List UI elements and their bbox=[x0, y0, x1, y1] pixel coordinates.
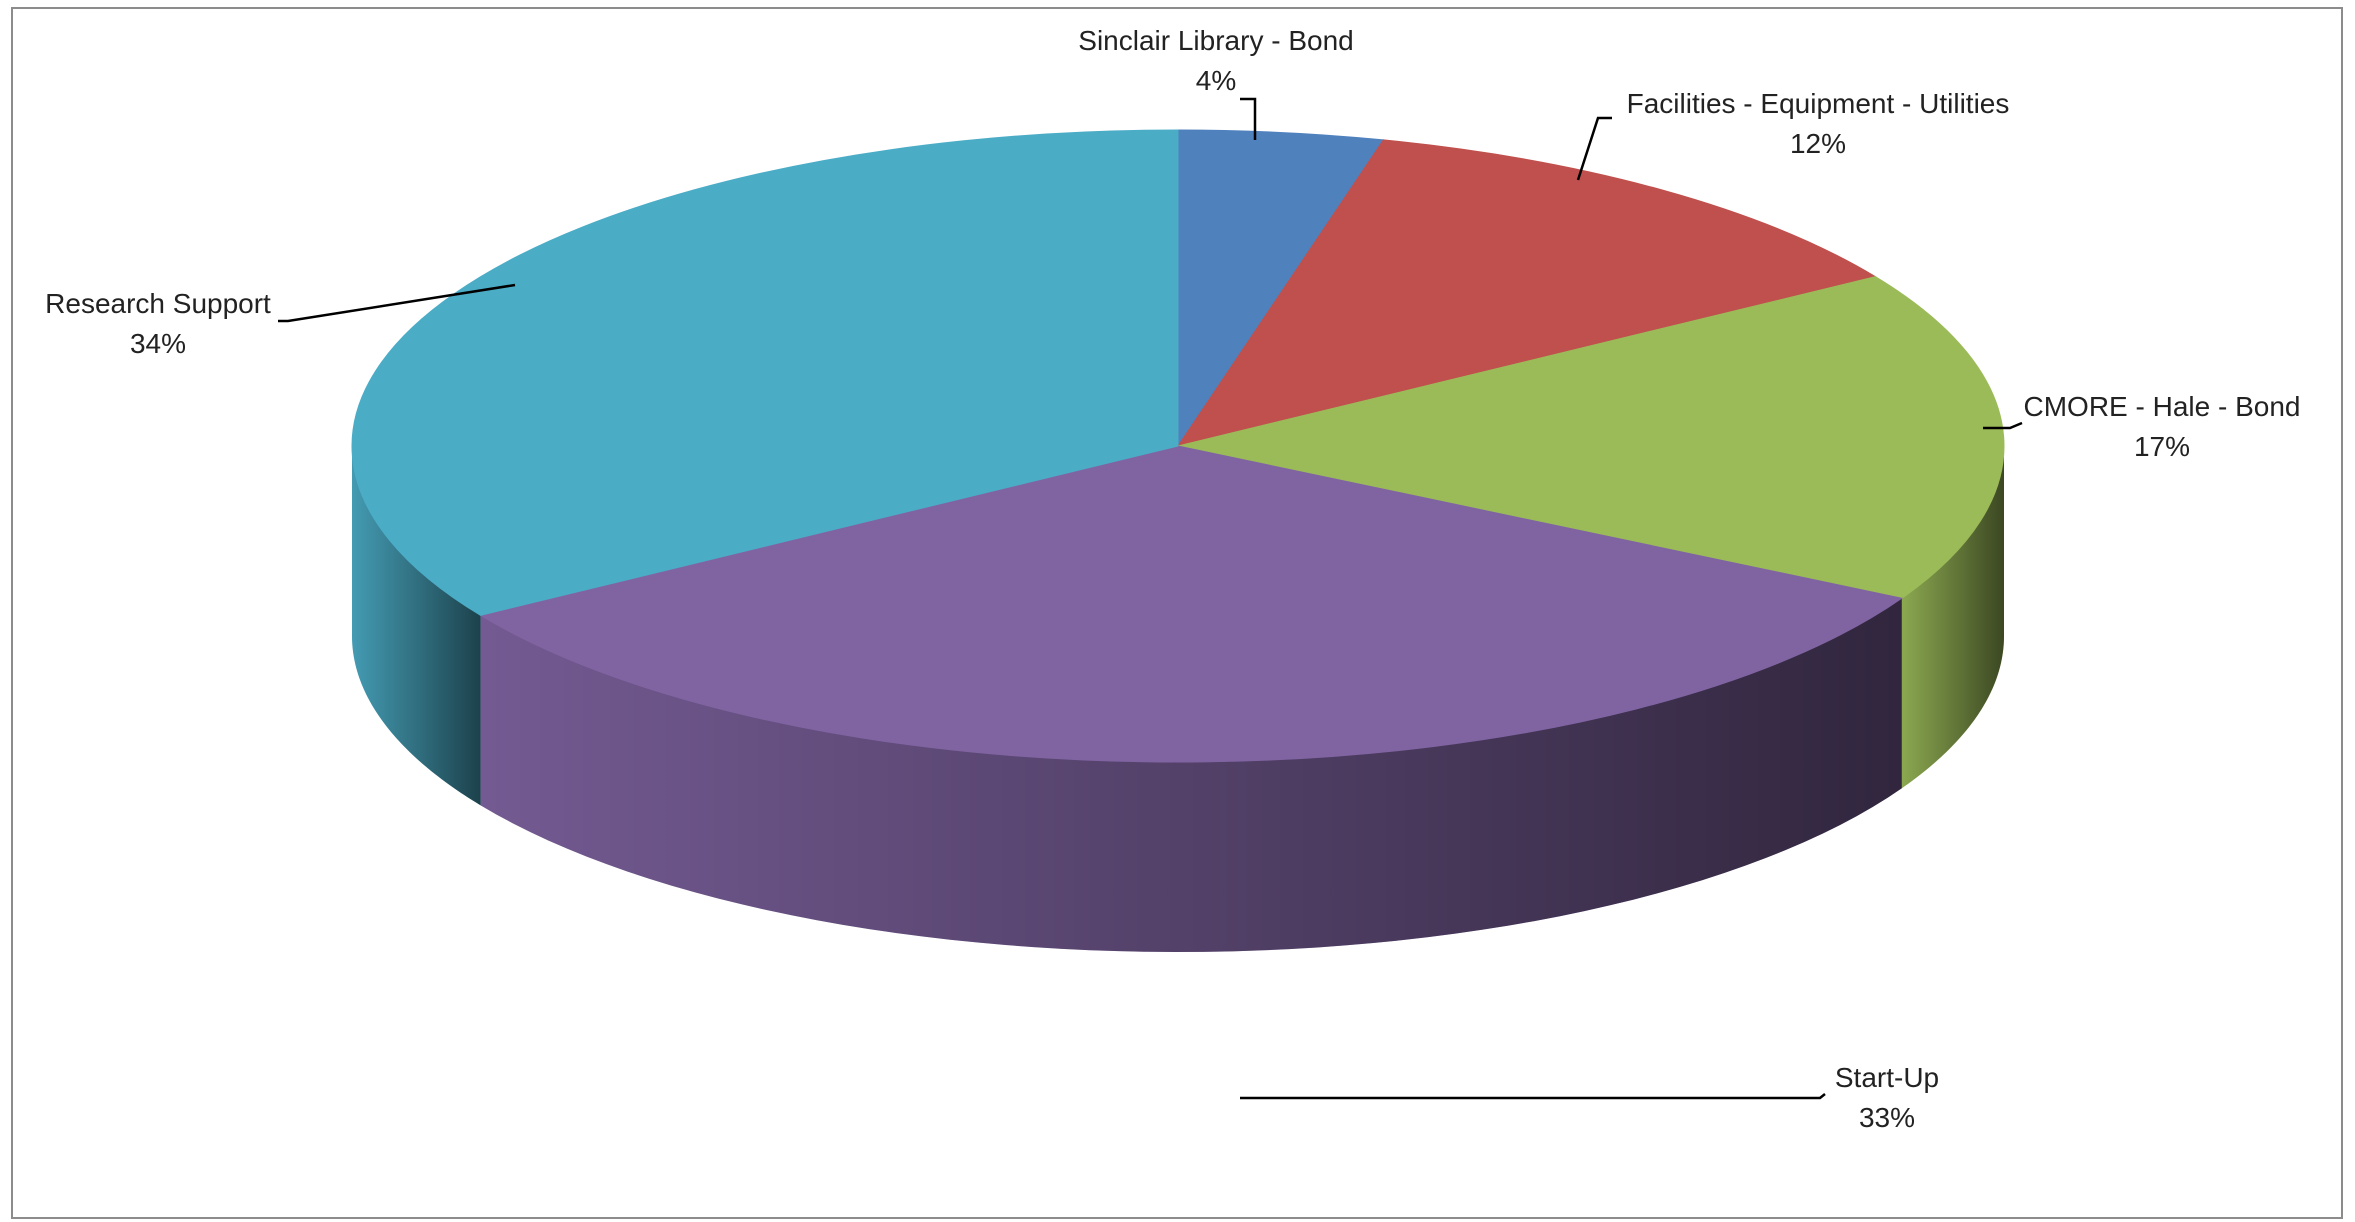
slice-percent-research-support: 34% bbox=[130, 328, 186, 359]
pie-tops bbox=[351, 129, 2005, 763]
pie-side-start-up-shade bbox=[480, 598, 1902, 952]
slice-label-sinclair-library-bond: Sinclair Library - Bond bbox=[1078, 25, 1353, 56]
pie-side-cmore-hale-bond-shade bbox=[1901, 446, 2004, 789]
leader-line-start-up bbox=[1240, 1093, 1826, 1100]
pie-side-research-support-shade bbox=[352, 446, 481, 806]
slice-percent-start-up: 33% bbox=[1859, 1102, 1915, 1133]
pie-leader-lines bbox=[278, 97, 2023, 1100]
slice-label-cmore-hale-bond: CMORE - Hale - Bond bbox=[2024, 391, 2301, 422]
leader-line-facilities-equipment-utilities bbox=[1576, 116, 1612, 181]
slice-percent-cmore-hale-bond: 17% bbox=[2134, 431, 2190, 462]
pie-slice-cmore-hale-bond bbox=[1177, 276, 2005, 599]
slice-label-research-support: Research Support bbox=[45, 288, 271, 319]
pie-slice-start-up bbox=[479, 445, 1904, 763]
pie-sides bbox=[352, 446, 2004, 952]
slice-percent-facilities-equipment-utilities: 12% bbox=[1790, 128, 1846, 159]
slice-percent-sinclair-library-bond: 4% bbox=[1196, 65, 1236, 96]
pie-slice-sinclair-library-bond bbox=[1177, 129, 1385, 448]
pie-slice-facilities-equipment-utilities bbox=[1176, 139, 1877, 447]
leader-line-cmore-hale-bond bbox=[1983, 421, 2023, 430]
leader-line-research-support bbox=[278, 283, 516, 323]
slice-label-facilities-equipment-utilities: Facilities - Equipment - Utilities bbox=[1627, 88, 2010, 119]
leader-line-sinclair-library-bond bbox=[1240, 97, 1257, 140]
pie-data-labels: Sinclair Library - Bond 4% Facilities - Eq… bbox=[45, 25, 2300, 1133]
slice-label-start-up: Start-Up bbox=[1835, 1062, 1939, 1093]
